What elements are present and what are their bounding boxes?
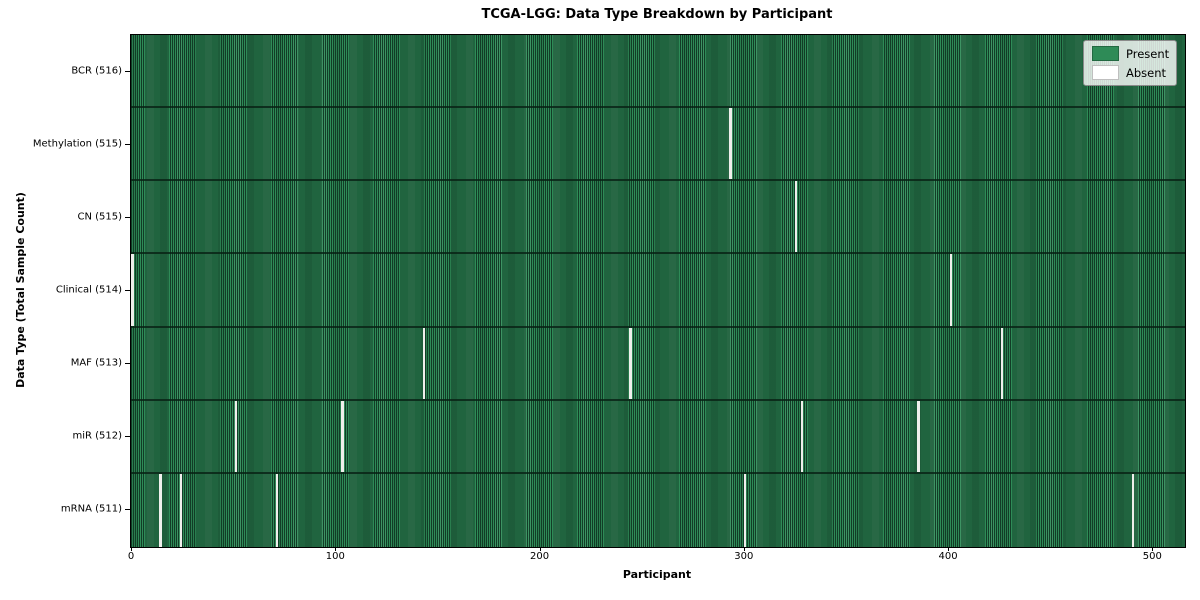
- x-tick-mark: [948, 547, 950, 551]
- x-tick-mark: [743, 547, 745, 551]
- absent-line: [743, 473, 747, 547]
- absent-line: [629, 327, 632, 399]
- absent-swatch: [1092, 65, 1119, 80]
- absent-line: [729, 108, 732, 180]
- legend-item-present: Present: [1092, 46, 1170, 61]
- heatmap-row-MAF: [131, 327, 1185, 401]
- heatmap-row-miR: [131, 400, 1185, 474]
- y-tick-mark: [125, 143, 130, 145]
- absent-line: [800, 400, 804, 472]
- absent-line: [949, 254, 953, 326]
- x-tick-label: 500: [1142, 551, 1162, 562]
- absent-line: [794, 181, 798, 253]
- y-tick-label: MAF (513): [70, 357, 122, 369]
- x-axis-label: Participant: [622, 568, 692, 581]
- y-tick-mark: [125, 70, 130, 72]
- plot-area: [130, 34, 1186, 548]
- absent-line: [1000, 327, 1004, 399]
- y-tick-mark: [125, 363, 130, 365]
- y-tick-label: CN (515): [77, 211, 122, 223]
- x-tick-mark: [131, 547, 133, 551]
- x-tick-label: 300: [734, 551, 754, 562]
- absent-line: [179, 473, 183, 547]
- y-tick-label: mRNA (511): [60, 503, 122, 515]
- legend-label: Present: [1126, 46, 1170, 61]
- legend-label: Absent: [1126, 65, 1167, 80]
- x-tick-label: 400: [938, 551, 958, 562]
- heatmap-row-BCR: [131, 35, 1185, 109]
- absent-line: [234, 400, 238, 472]
- heatmap-row-mRNA: [131, 473, 1185, 547]
- chart-title: TCGA-LGG: Data Type Breakdown by Partici…: [481, 7, 833, 22]
- absent-line: [1131, 473, 1135, 547]
- absent-line: [275, 473, 279, 547]
- x-tick-mark: [335, 547, 337, 551]
- absent-line: [341, 400, 344, 472]
- y-tick-mark: [125, 436, 130, 438]
- x-tick-label: 200: [530, 551, 550, 562]
- y-tick-label: Clinical (514): [55, 284, 122, 296]
- x-tick-mark: [539, 547, 541, 551]
- y-tick-label: miR (512): [72, 430, 122, 442]
- absent-line: [917, 400, 920, 472]
- legend-item-absent: Absent: [1092, 65, 1168, 80]
- y-tick-mark: [125, 216, 130, 218]
- y-tick-mark: [125, 509, 130, 511]
- y-tick-label: BCR (516): [71, 65, 122, 77]
- x-tick-label: 0: [127, 551, 135, 562]
- heatmap-row-CN: [131, 181, 1185, 255]
- heatmap-row-Methylation: [131, 108, 1185, 182]
- y-tick-label: Methylation (515): [32, 138, 122, 150]
- y-axis-label: Data Type (Total Sample Count): [14, 192, 27, 388]
- y-tick-mark: [125, 290, 130, 291]
- absent-line: [131, 254, 134, 326]
- legend: Present Absent: [1083, 40, 1177, 86]
- present-swatch: [1092, 46, 1119, 61]
- x-tick-mark: [1152, 547, 1154, 551]
- heatmap-row-Clinical: [131, 254, 1185, 328]
- x-tick-label: 100: [325, 551, 345, 562]
- absent-line: [422, 327, 426, 399]
- absent-line: [159, 473, 162, 547]
